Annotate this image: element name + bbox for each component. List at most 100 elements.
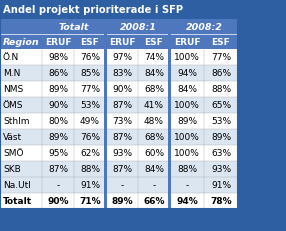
Text: 65%: 65% xyxy=(211,101,231,110)
Bar xyxy=(42,145,74,161)
Bar xyxy=(0,35,42,50)
Text: 68%: 68% xyxy=(144,85,164,94)
Text: 68%: 68% xyxy=(144,133,164,142)
Bar xyxy=(204,161,238,177)
Bar xyxy=(138,82,170,97)
Text: 90%: 90% xyxy=(48,101,68,110)
Text: ÖMS: ÖMS xyxy=(3,101,23,110)
Text: 87%: 87% xyxy=(112,165,132,174)
Text: 89%: 89% xyxy=(211,133,231,142)
Bar xyxy=(138,161,170,177)
Text: Na.Utl: Na.Utl xyxy=(3,181,31,190)
Bar xyxy=(0,82,42,97)
Bar xyxy=(42,113,74,129)
Text: Väst: Väst xyxy=(3,133,22,142)
Text: Sthlm: Sthlm xyxy=(3,117,29,126)
Bar xyxy=(106,129,138,145)
Text: 89%: 89% xyxy=(48,133,68,142)
Bar xyxy=(0,20,42,35)
Bar xyxy=(170,20,238,35)
Text: 98%: 98% xyxy=(48,53,68,62)
Bar xyxy=(204,82,238,97)
Bar xyxy=(204,66,238,82)
Text: Andel projekt prioriterade i SFP: Andel projekt prioriterade i SFP xyxy=(3,5,183,15)
Text: SKB: SKB xyxy=(3,165,21,174)
Text: 84%: 84% xyxy=(144,69,164,78)
Text: 85%: 85% xyxy=(80,69,100,78)
Bar xyxy=(170,97,204,113)
Bar xyxy=(74,50,106,66)
Text: ESF: ESF xyxy=(81,38,99,47)
Text: 78%: 78% xyxy=(210,197,232,206)
Text: 41%: 41% xyxy=(144,101,164,110)
Bar xyxy=(106,50,138,66)
Bar xyxy=(106,193,138,209)
Bar xyxy=(170,177,204,193)
Bar xyxy=(170,35,204,50)
Text: SMÖ: SMÖ xyxy=(3,149,23,158)
Text: 73%: 73% xyxy=(112,117,132,126)
Bar xyxy=(0,0,238,20)
Text: 89%: 89% xyxy=(177,117,197,126)
Text: 48%: 48% xyxy=(144,117,164,126)
Bar xyxy=(106,66,138,82)
Text: 87%: 87% xyxy=(112,101,132,110)
Bar xyxy=(0,129,42,145)
Bar xyxy=(204,145,238,161)
Bar xyxy=(106,161,138,177)
Text: 71%: 71% xyxy=(79,197,101,206)
Text: 87%: 87% xyxy=(48,165,68,174)
Text: 91%: 91% xyxy=(80,181,100,190)
Text: 94%: 94% xyxy=(177,69,197,78)
Bar xyxy=(104,20,108,209)
Bar xyxy=(138,129,170,145)
Text: Region: Region xyxy=(3,38,40,47)
Text: 84%: 84% xyxy=(177,85,197,94)
Text: 49%: 49% xyxy=(80,117,100,126)
Bar xyxy=(170,193,204,209)
Text: 93%: 93% xyxy=(112,149,132,158)
Text: ERUF: ERUF xyxy=(45,38,71,47)
Text: 100%: 100% xyxy=(174,101,200,110)
Text: 77%: 77% xyxy=(80,85,100,94)
Text: Totalt: Totalt xyxy=(3,197,32,206)
Bar xyxy=(74,113,106,129)
Text: 100%: 100% xyxy=(174,133,200,142)
Text: 90%: 90% xyxy=(112,85,132,94)
Text: 90%: 90% xyxy=(47,197,69,206)
Bar xyxy=(42,161,74,177)
Bar xyxy=(42,177,74,193)
Bar xyxy=(74,177,106,193)
Bar xyxy=(204,129,238,145)
Bar xyxy=(204,177,238,193)
Text: 88%: 88% xyxy=(211,85,231,94)
Text: 94%: 94% xyxy=(176,197,198,206)
Bar xyxy=(0,145,42,161)
Bar xyxy=(0,177,42,193)
Text: 74%: 74% xyxy=(144,53,164,62)
Bar xyxy=(42,50,74,66)
Text: 60%: 60% xyxy=(144,149,164,158)
Text: ERUF: ERUF xyxy=(109,38,135,47)
Text: 80%: 80% xyxy=(48,117,68,126)
Text: 97%: 97% xyxy=(112,53,132,62)
Bar xyxy=(170,161,204,177)
Bar xyxy=(74,97,106,113)
Bar xyxy=(0,161,42,177)
Text: 89%: 89% xyxy=(48,85,68,94)
Text: 66%: 66% xyxy=(143,197,165,206)
Text: 89%: 89% xyxy=(111,197,133,206)
Bar xyxy=(204,97,238,113)
Text: 87%: 87% xyxy=(112,133,132,142)
Bar xyxy=(138,113,170,129)
Bar xyxy=(106,145,138,161)
Text: 91%: 91% xyxy=(211,181,231,190)
Text: 95%: 95% xyxy=(48,149,68,158)
Bar xyxy=(168,20,172,209)
Bar xyxy=(74,193,106,209)
Bar xyxy=(106,113,138,129)
Bar xyxy=(138,50,170,66)
Bar xyxy=(106,97,138,113)
Text: 62%: 62% xyxy=(80,149,100,158)
Bar xyxy=(106,20,170,35)
